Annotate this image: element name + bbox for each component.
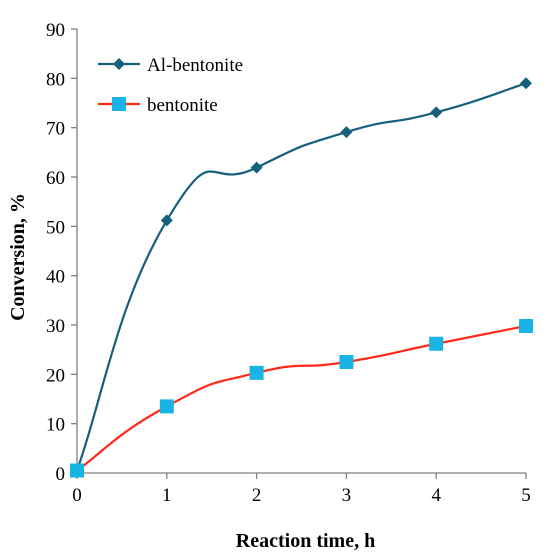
- y-tick-label: 90: [46, 20, 65, 41]
- legend-label: Al-bentonite: [147, 55, 243, 76]
- x-tick-label: 0: [72, 485, 82, 506]
- x-axis-ticks: 0 1 2 3 4 5: [72, 473, 531, 506]
- series-line: [76, 324, 527, 472]
- y-tick-label: 30: [46, 316, 65, 337]
- y-tick-label: 0: [56, 464, 66, 485]
- y-axis-title: Conversion, %: [7, 193, 29, 321]
- series-bentonite: [70, 318, 533, 478]
- y-tick-label: 50: [46, 217, 65, 238]
- data-point-marker: [340, 126, 353, 139]
- x-tick-label: 3: [342, 485, 352, 506]
- y-tick-label: 80: [46, 69, 65, 90]
- y-tick-label: 10: [46, 415, 65, 436]
- series-layer: [70, 77, 533, 478]
- y-tick-label: 40: [46, 267, 65, 288]
- y-tick-label: 70: [46, 119, 65, 140]
- x-tick-label: 4: [431, 485, 441, 506]
- legend-marker: [112, 97, 126, 111]
- legend-marker: [113, 58, 125, 70]
- y-tick-label: 60: [46, 168, 65, 189]
- data-point-marker: [429, 336, 444, 351]
- data-point-marker: [250, 161, 263, 174]
- data-point-marker: [160, 214, 173, 227]
- plot-area: [76, 29, 526, 474]
- series-al-bentonite: [71, 77, 532, 477]
- x-axis-title: Reaction time, h: [236, 530, 375, 552]
- legend-label: bentonite: [147, 95, 218, 116]
- data-point-marker: [249, 365, 264, 380]
- data-point-marker: [520, 77, 532, 90]
- series-line: [75, 82, 527, 471]
- data-point-marker: [519, 318, 533, 333]
- y-tick-label: 20: [46, 365, 65, 386]
- x-tick-label: 2: [252, 485, 262, 506]
- legend: Al-bentonite bentonite: [98, 55, 243, 116]
- data-point-marker: [430, 106, 443, 119]
- y-axis-ticks: 0 10 20 30 40 50 60 70 80 90: [46, 20, 77, 485]
- data-point-marker: [339, 355, 354, 369]
- x-tick-label: 5: [521, 485, 531, 506]
- x-tick-label: 1: [162, 485, 172, 506]
- data-point-marker: [159, 399, 174, 414]
- legend-item: Al-bentonite: [98, 55, 243, 76]
- data-point-marker: [70, 463, 84, 478]
- legend-item: bentonite: [98, 95, 218, 116]
